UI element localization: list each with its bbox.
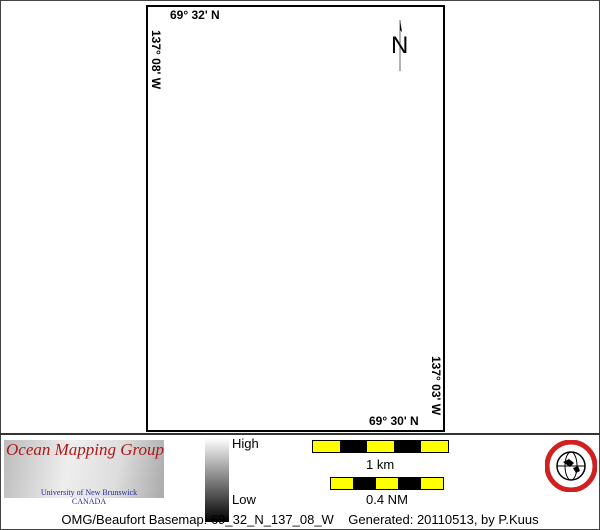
scale-bar-km [312, 440, 449, 453]
gradient-low-label: Low [232, 492, 256, 507]
gradient-high-label: High [232, 436, 259, 451]
top-latitude-label: 69° 32' N [170, 8, 220, 22]
left-longitude-label: 137° 08' W [149, 30, 163, 90]
unb-seal-icon [544, 439, 598, 497]
scale-nm-label: 0.4 NM [366, 492, 408, 507]
bottom-latitude-label: 69° 30' N [369, 414, 419, 428]
logo-title: Ocean Mapping Group [6, 440, 165, 459]
legend-separator [0, 433, 600, 435]
country-text: CANADA [71, 497, 107, 506]
basemap-id: OMG/Beaufort Basemap: 69_32_N_137_08_W [61, 512, 334, 527]
university-text: University of New Brunswick [40, 488, 138, 497]
north-label: N [391, 32, 409, 59]
map-area [146, 5, 445, 432]
depth-gradient-bar [205, 438, 229, 522]
right-longitude-label: 137° 03' W [429, 356, 443, 416]
omg-logo-image [4, 440, 164, 498]
scale-bar-nm [330, 477, 444, 490]
scale-km-label: 1 km [366, 457, 395, 472]
footer: OMG/Beaufort Basemap: 69_32_N_137_08_W G… [0, 512, 600, 527]
logo-university: University of New Brunswick CANADA [34, 488, 144, 506]
north-arrow-icon: N [390, 18, 410, 73]
generated-info: Generated: 20110513, by P.Kuus [348, 512, 539, 527]
